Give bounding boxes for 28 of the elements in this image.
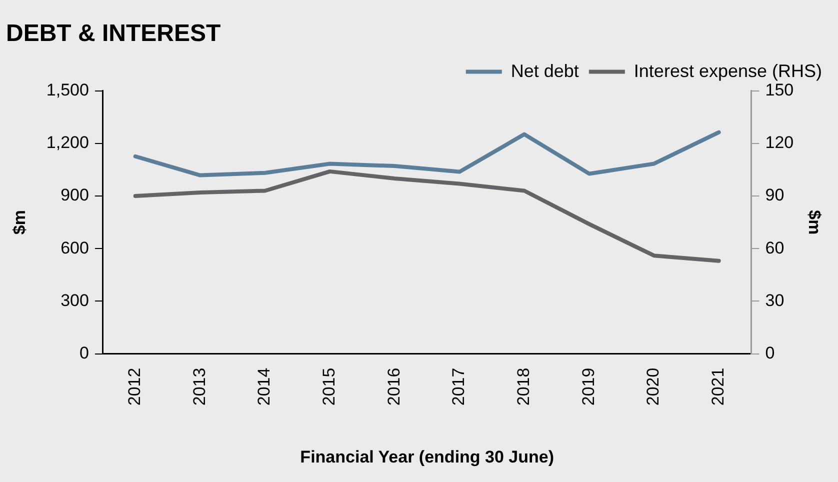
y2-axis-title: $m xyxy=(805,210,824,235)
y-tick-label: 1,200 xyxy=(46,133,89,152)
y2-tick-label: 120 xyxy=(765,133,794,152)
x-tick-label: 2014 xyxy=(254,368,274,406)
x-tick-label: 2020 xyxy=(644,368,663,406)
x-axis-title: Financial Year (ending 30 June) xyxy=(300,447,554,466)
y-tick-label: 300 xyxy=(60,290,89,310)
legend-label: Net debt xyxy=(510,60,579,81)
y2-tick-label: 60 xyxy=(765,238,784,258)
chart-title: DEBT & INTEREST xyxy=(6,20,222,48)
y2-tick-label: 0 xyxy=(765,343,775,362)
y-tick-label: 1,500 xyxy=(46,80,89,100)
y2-tick-label: 30 xyxy=(765,290,784,310)
x-tick-label: 2015 xyxy=(320,368,339,406)
y2-tick-label: 150 xyxy=(765,80,794,100)
x-tick-label: 2012 xyxy=(125,368,144,406)
y-tick-label: 900 xyxy=(60,186,89,205)
y-tick-label: 0 xyxy=(79,343,89,362)
x-tick-label: 2019 xyxy=(578,368,598,406)
legend-label: Interest expense (RHS) xyxy=(634,60,822,81)
y-axis-title: $m xyxy=(10,210,29,235)
x-tick-label: 2021 xyxy=(708,368,728,406)
x-tick-label: 2016 xyxy=(384,368,404,406)
x-tick-label: 2017 xyxy=(449,368,468,406)
x-tick-label: 2018 xyxy=(514,368,534,406)
y2-tick-label: 90 xyxy=(765,186,784,205)
x-tick-label: 2013 xyxy=(190,368,209,406)
y-tick-label: 600 xyxy=(60,238,89,258)
